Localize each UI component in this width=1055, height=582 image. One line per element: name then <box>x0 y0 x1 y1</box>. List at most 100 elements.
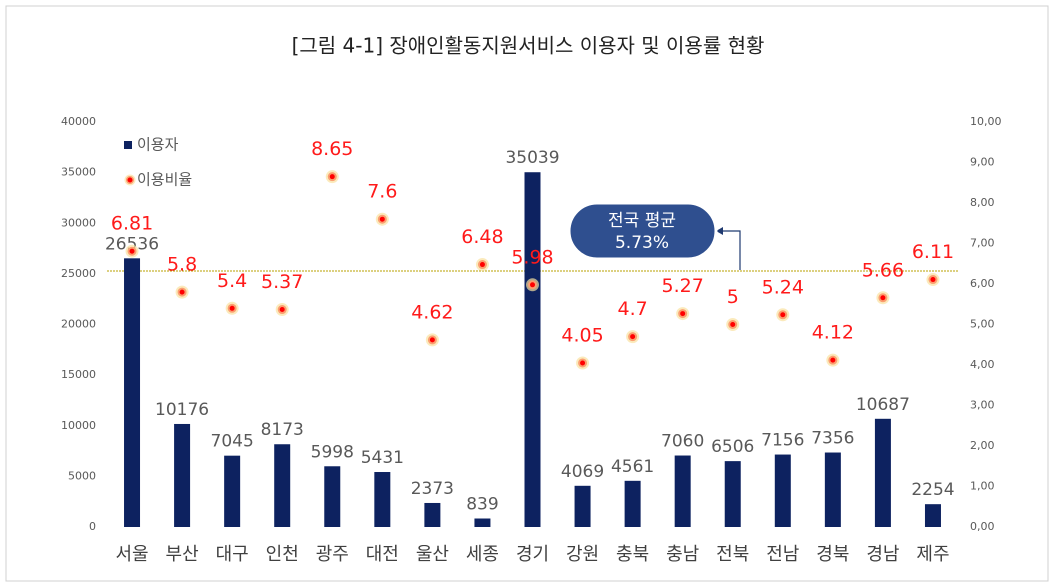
y2-tick-label: 6,00 <box>970 277 995 290</box>
dot-value-label: 6.81 <box>111 213 153 235</box>
x-tick-label: 대구 <box>216 544 249 565</box>
dot <box>726 318 740 331</box>
annotation-arrow-head <box>716 227 723 235</box>
bar <box>324 466 341 527</box>
bar <box>374 472 391 527</box>
bar-value-label: 5431 <box>361 448 404 468</box>
y2-tick-label: 3,00 <box>970 399 995 412</box>
dot <box>175 285 189 299</box>
x-tick-label: 대전 <box>366 544 399 565</box>
dot <box>576 356 590 370</box>
bar <box>474 518 491 527</box>
annotation-label: 5.73% <box>615 233 669 253</box>
y2-tick-label: 10,00 <box>970 115 1002 128</box>
annotation-title: 전국 평균 <box>608 211 676 231</box>
y2-tick-label: 0,00 <box>970 520 995 533</box>
y2-tick-label: 4,00 <box>970 358 995 371</box>
y-tick-label: 35000 <box>61 166 96 179</box>
dot-value-label: 5.4 <box>217 270 247 292</box>
y-tick-label: 10000 <box>61 419 96 432</box>
y-tick-label: 15000 <box>61 368 96 381</box>
legend-label: 이용자 <box>137 136 179 154</box>
bar <box>824 452 841 527</box>
legend-label: 이용비율 <box>137 171 192 189</box>
x-tick-label: 충남 <box>666 544 699 565</box>
dot-value-label: 5.66 <box>862 259 904 281</box>
dot-value-label: 5.37 <box>261 271 303 293</box>
dot <box>425 333 439 347</box>
bar-value-label: 7060 <box>661 432 704 452</box>
legend-swatch <box>124 174 136 186</box>
dot <box>876 291 890 305</box>
dot-value-label: 4.12 <box>812 322 854 344</box>
annotation-arrow <box>716 230 741 270</box>
y2-tick-label: 7,00 <box>970 237 995 250</box>
y-tick-label: 30000 <box>61 216 96 229</box>
x-tick-label: 경기 <box>516 544 549 565</box>
dot <box>626 330 640 344</box>
bar <box>774 454 791 527</box>
bar-value-label: 2373 <box>411 479 454 499</box>
dot-value-label: 6.48 <box>461 226 503 248</box>
dot <box>926 273 940 287</box>
bar-value-label: 35039 <box>505 148 559 168</box>
bar <box>274 444 291 527</box>
dot <box>325 170 339 184</box>
dot-value-label: 5 <box>727 286 739 308</box>
bar-value-label: 7045 <box>211 432 254 452</box>
dot <box>275 303 289 317</box>
bar <box>874 418 891 527</box>
dot <box>776 308 790 322</box>
dot-value-label: 8.65 <box>311 138 353 160</box>
dot <box>526 278 539 292</box>
bar <box>724 461 741 527</box>
dot <box>826 353 840 367</box>
x-tick-label: 강원 <box>566 544 599 565</box>
x-tick-label: 세종 <box>466 544 499 565</box>
x-tick-label: 서울 <box>115 544 148 565</box>
y2-tick-label: 2,00 <box>970 439 995 452</box>
bar-value-label: 10687 <box>856 395 910 415</box>
x-tick-label: 충북 <box>616 544 649 565</box>
bar <box>924 504 941 527</box>
y-tick-label: 25000 <box>61 267 96 280</box>
x-tick-label: 제주 <box>916 544 949 565</box>
bar <box>524 172 541 528</box>
bar <box>174 423 191 527</box>
bar <box>124 258 141 527</box>
bar <box>224 455 241 527</box>
dot <box>475 258 489 272</box>
y2-tick-label: 1,00 <box>970 480 995 493</box>
bar-value-label: 4561 <box>611 457 654 477</box>
x-tick-label: 전북 <box>716 544 749 565</box>
x-tick-label: 인천 <box>266 544 299 565</box>
dot-value-label: 5.27 <box>662 275 704 297</box>
dot-value-label: 6.11 <box>912 241 954 263</box>
bar <box>574 485 591 527</box>
y-tick-label: 40000 <box>61 115 96 128</box>
bar-value-label: 7356 <box>811 429 854 449</box>
annotation-box <box>567 201 718 261</box>
bar <box>624 480 641 527</box>
dot <box>375 212 389 226</box>
bar <box>424 502 441 527</box>
x-tick-label: 광주 <box>316 544 349 565</box>
bar <box>674 455 691 527</box>
y2-tick-label: 9,00 <box>970 156 995 169</box>
dot-value-label: 5.24 <box>762 276 804 298</box>
bar-value-label: 5998 <box>311 442 354 462</box>
x-tick-label: 경남 <box>866 544 899 565</box>
bar-value-label: 6506 <box>711 437 754 457</box>
y-tick-label: 5000 <box>68 469 96 482</box>
dot-value-label: 5.8 <box>167 254 197 276</box>
x-tick-label: 전남 <box>766 544 799 565</box>
legend-swatch <box>124 141 132 149</box>
bar-value-label: 7156 <box>761 431 804 451</box>
bar-value-label: 4069 <box>561 462 604 482</box>
dot <box>125 244 139 258</box>
chart-title: [그림 4-1] 장애인활동지원서비스 이용자 및 이용률 현황 <box>292 34 765 58</box>
y-tick-label: 20000 <box>61 318 96 331</box>
y-tick-label: 0 <box>89 520 96 533</box>
dot-value-label: 7.6 <box>367 181 397 203</box>
